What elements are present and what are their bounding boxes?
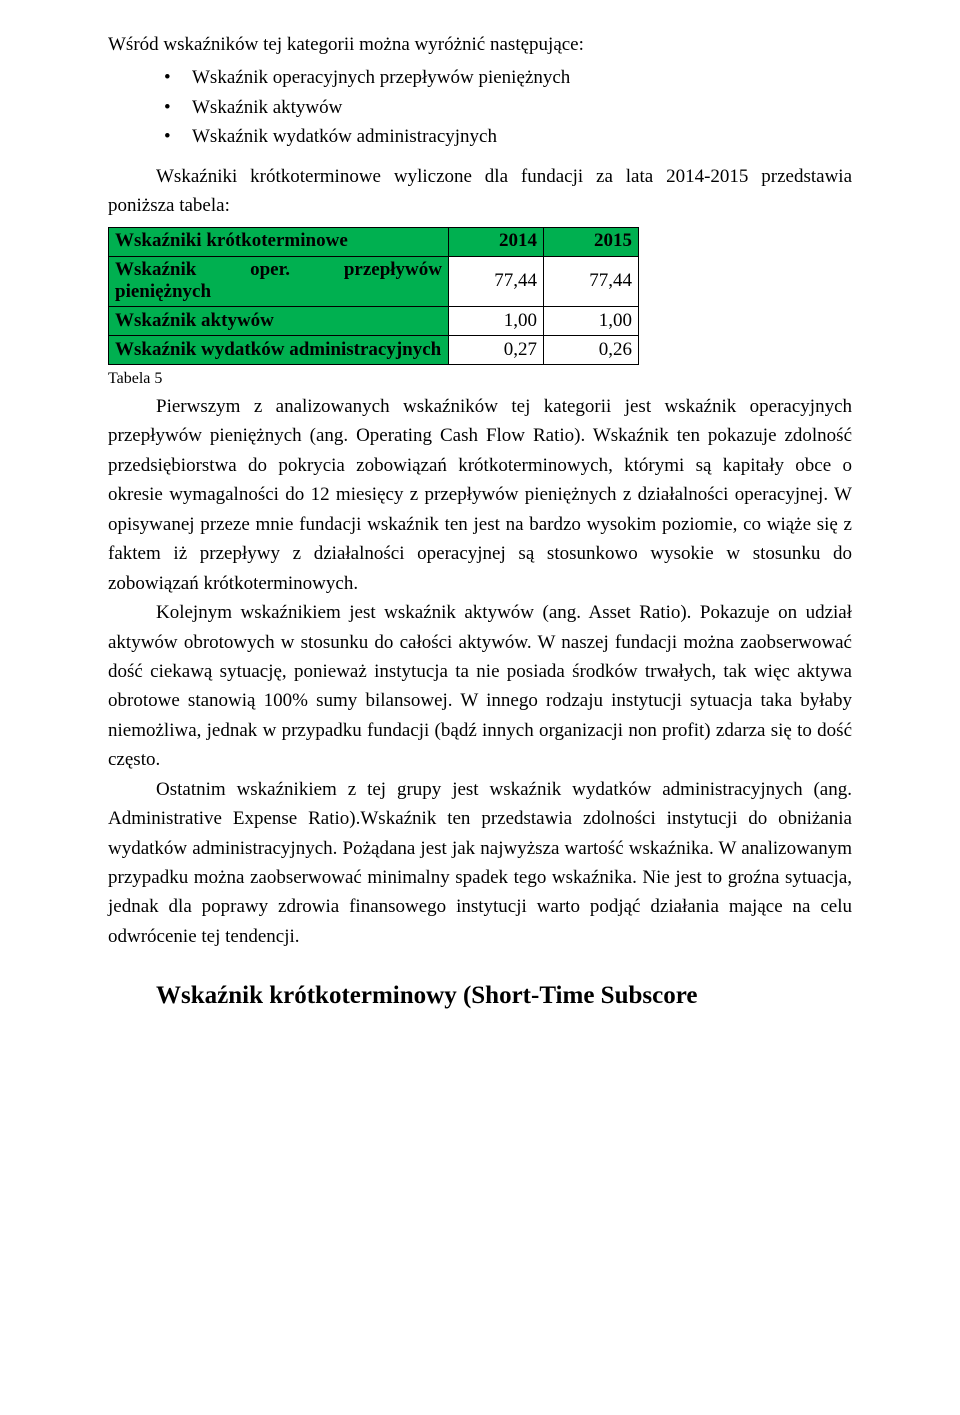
body-paragraph-1: Pierwszym z analizowanych wskaźników tej… <box>108 392 852 598</box>
table-header-row: Wskaźniki krótkoterminowe 2014 2015 <box>109 227 639 256</box>
table-row: Wskaźnik oper. przepływów pieniężnych 77… <box>109 256 639 307</box>
cell-value: 77,44 <box>449 256 544 307</box>
col-header-label: Wskaźniki krótkoterminowe <box>109 227 449 256</box>
table-row: Wskaźnik aktywów 1,00 1,00 <box>109 307 639 336</box>
document-page: Wśród wskaźników tej kategorii można wyr… <box>0 0 960 1415</box>
bullet-list: Wskaźnik operacyjnych przepływów pienięż… <box>108 63 852 151</box>
col-header-2015: 2015 <box>544 227 639 256</box>
indicators-table: Wskaźniki krótkoterminowe 2014 2015 Wska… <box>108 227 639 366</box>
list-item: Wskaźnik wydatków administracyjnych <box>164 122 852 151</box>
section-heading: Wskaźnik krótkoterminowy (Short-Time Sub… <box>156 977 852 1016</box>
row-label: Wskaźnik oper. przepływów pieniężnych <box>109 256 449 307</box>
cell-value: 0,26 <box>544 336 639 365</box>
cell-value: 77,44 <box>544 256 639 307</box>
body-paragraph-3: Ostatnim wskaźnikiem z tej grupy jest ws… <box>108 775 852 952</box>
lead-paragraph: Wskaźniki krótkoterminowe wyliczone dla … <box>108 162 852 221</box>
cell-value: 0,27 <box>449 336 544 365</box>
list-item: Wskaźnik aktywów <box>164 93 852 122</box>
table-row: Wskaźnik wydatków administracyjnych 0,27… <box>109 336 639 365</box>
cell-value: 1,00 <box>544 307 639 336</box>
col-header-2014: 2014 <box>449 227 544 256</box>
body-paragraph-2: Kolejnym wskaźnikiem jest wskaźnik aktyw… <box>108 598 852 775</box>
cell-value: 1,00 <box>449 307 544 336</box>
table-caption: Tabela 5 <box>108 367 852 392</box>
row-label: Wskaźnik aktywów <box>109 307 449 336</box>
row-label: Wskaźnik wydatków administracyjnych <box>109 336 449 365</box>
intro-text: Wśród wskaźników tej kategorii można wyr… <box>108 30 852 59</box>
list-item: Wskaźnik operacyjnych przepływów pienięż… <box>164 63 852 92</box>
